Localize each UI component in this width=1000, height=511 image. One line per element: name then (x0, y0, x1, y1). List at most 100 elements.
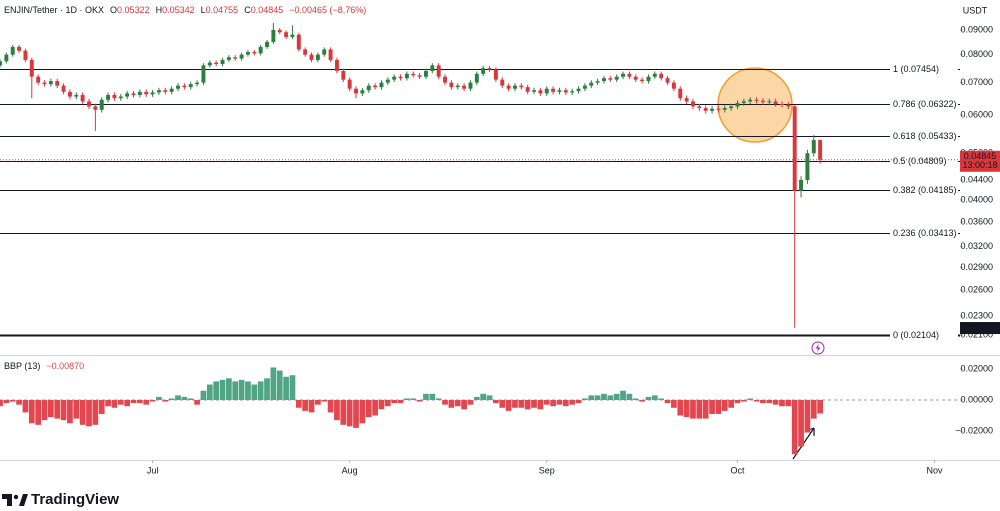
candle-body (385, 79, 390, 83)
candle-body (462, 85, 467, 89)
bbp-bar (664, 400, 671, 404)
bbp-bar (48, 400, 54, 418)
bbp-bar (779, 400, 785, 407)
bbp-bar (168, 398, 175, 401)
candle-body (258, 46, 263, 54)
bbp-bar (308, 400, 315, 413)
candle-body (303, 49, 308, 55)
candle-body (220, 59, 225, 64)
bbp-bar (219, 379, 226, 401)
fib-label-bg (890, 155, 958, 168)
candle-body (563, 90, 568, 93)
ohlc-value: 0.05342 (162, 5, 195, 15)
candle-body (379, 82, 384, 88)
bbp-bar (480, 393, 487, 401)
candle-body (328, 49, 333, 60)
y-tick-label: 0.03600 (960, 216, 993, 226)
last-price-tag (960, 150, 1000, 172)
candle-body (373, 85, 378, 88)
logo[interactable] (2, 494, 28, 506)
bbp-bar (334, 400, 340, 421)
low-price-tag (960, 322, 1000, 335)
candle-body (754, 99, 759, 101)
bbp-bar (378, 400, 385, 410)
y-tick-label: 0.04400 (960, 174, 993, 184)
currency-label: USDT (963, 5, 988, 15)
bbp-bar (359, 400, 366, 424)
candle-body (627, 73, 632, 77)
candle-body (366, 85, 371, 91)
bbp-bar (429, 393, 436, 401)
bbp-bar (353, 400, 359, 428)
candle-body (703, 108, 708, 111)
bbp-bar (194, 400, 200, 405)
candle-body (0, 61, 2, 66)
bbp-bar (187, 398, 194, 401)
candle-body (665, 78, 670, 83)
candle-body (354, 88, 358, 94)
bbp-bar (810, 400, 817, 419)
fib-label-bg (890, 98, 958, 111)
bbp-bar (143, 400, 150, 405)
candle-body (93, 106, 98, 110)
candle-body (226, 57, 231, 60)
candle-body (512, 85, 517, 89)
bbp-bar (315, 400, 321, 405)
y-tick-label: 0.00000 (960, 394, 993, 404)
candle-body (716, 108, 721, 110)
candle-body (156, 90, 161, 93)
candle-body (245, 52, 250, 55)
countdown: 13:00:18 (962, 160, 997, 170)
bbp-bar (651, 395, 658, 401)
bbp-bar (683, 400, 690, 418)
candle-body (678, 88, 683, 99)
bbp-bar (690, 400, 696, 419)
candle-body (767, 101, 772, 103)
candle-body (87, 101, 91, 107)
candle-body (334, 59, 339, 71)
candle-body (551, 88, 556, 92)
bbp-bar (105, 400, 111, 407)
bbp-bar (149, 400, 156, 402)
candle-body (347, 79, 352, 89)
bbp-bar (384, 400, 391, 407)
bbp-bar (200, 390, 207, 401)
bbp-bar (582, 398, 588, 401)
candle-body (481, 68, 486, 74)
candle-body (233, 57, 238, 59)
bbp-bar (156, 396, 162, 401)
candle-body (252, 52, 257, 54)
bbp-bar (435, 398, 442, 401)
bbp-bar (410, 398, 417, 401)
y-tick-label: 0.02900 (960, 262, 993, 272)
low-price-value: 0.02172 (964, 322, 997, 332)
bbp-bar (798, 400, 804, 447)
symbol-title: ENJIN/Tether · 1D · OKX (4, 5, 104, 15)
candle-body (207, 62, 212, 66)
bbp-bar (283, 376, 289, 401)
symbol-header: ENJIN/Tether · 1D · OKX O0.05322 H0.05342 L… (4, 5, 366, 15)
ohlc-label: H (156, 5, 163, 15)
candle-body (265, 41, 269, 47)
bbp-bar (658, 398, 665, 401)
candle-body (17, 46, 22, 51)
candle-body (341, 70, 346, 80)
bbp-bar (397, 400, 404, 404)
fib-level-label: 1 (0.07454) (893, 64, 939, 74)
x-tick-label: Sep (539, 465, 555, 475)
bbp-bar (346, 400, 353, 427)
candle-body (315, 54, 320, 60)
bbp-bar (493, 400, 499, 404)
candle-body (163, 90, 168, 92)
ohlc-value: 0.04755 (206, 5, 239, 15)
candle-body (525, 87, 530, 92)
y-tick-label: 0.06000 (960, 109, 993, 119)
bbp-bar (715, 400, 722, 414)
bbp-bar (486, 395, 493, 401)
event-icon[interactable] (811, 341, 825, 355)
candle-body (652, 73, 657, 77)
candle-body (748, 99, 753, 102)
bbp-bar (321, 400, 328, 402)
